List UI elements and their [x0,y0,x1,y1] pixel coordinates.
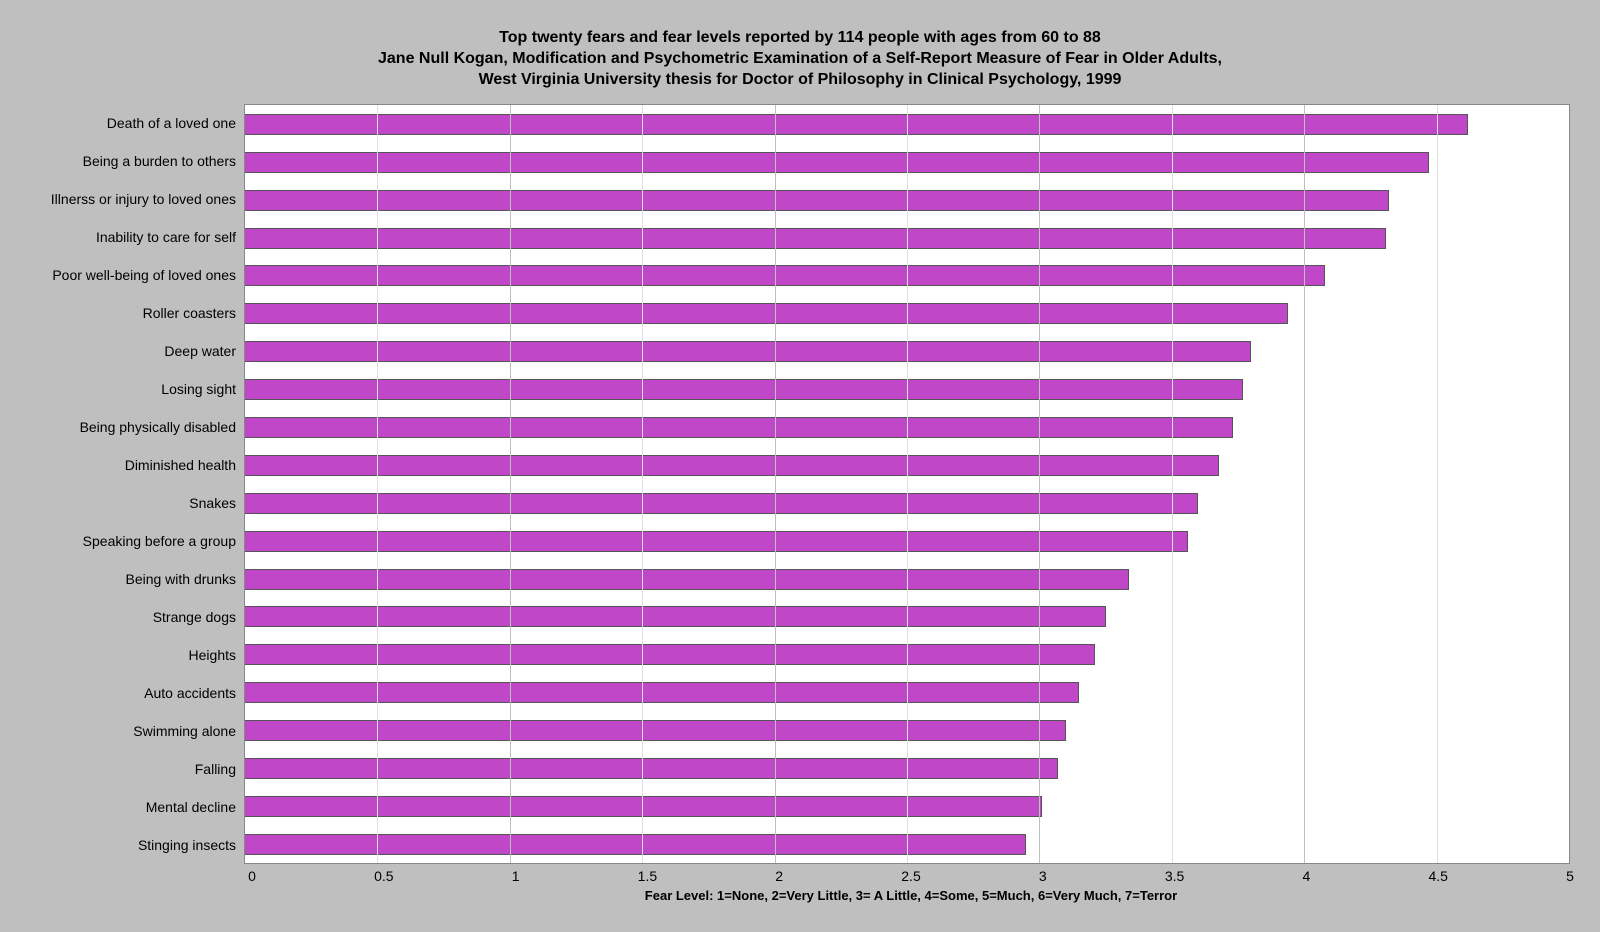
gridline [1172,105,1173,863]
bar [245,379,1243,400]
category-label: Inability to care for self [30,230,236,244]
chart-container: Top twenty fears and fear levels reporte… [0,0,1600,932]
chart-title-line: Jane Null Kogan, Modification and Psycho… [30,49,1570,70]
category-label: Auto accidents [30,686,236,700]
x-tick-label: 3 [1039,868,1047,884]
bar [245,720,1066,741]
chart-title-line: Top twenty fears and fear levels reporte… [30,28,1570,49]
bar [245,341,1251,362]
gridline [642,105,643,863]
x-axis-spacer [30,864,252,886]
bar [245,682,1079,703]
category-label: Deep water [30,344,236,358]
category-label: Death of a loved one [30,116,236,130]
chart-title-line: West Virginia University thesis for Doct… [30,70,1570,91]
bar [245,303,1288,324]
x-tick-label: 4 [1302,868,1310,884]
bar [245,114,1468,135]
bar [245,190,1389,211]
x-axis-row: 00.511.522.533.544.55 [30,864,1570,886]
category-label: Being with drunks [30,572,236,586]
category-label: Swimming alone [30,724,236,738]
bar [245,493,1198,514]
category-label: Losing sight [30,382,236,396]
gridline [510,105,511,863]
bar [245,796,1042,817]
category-label: Mental decline [30,800,236,814]
bar [245,606,1106,627]
category-label: Strange dogs [30,610,236,624]
x-axis-ticks: 00.511.522.533.544.55 [252,864,1570,886]
x-tick-label: 0 [248,868,256,884]
category-label: Diminished health [30,458,236,472]
gridline [377,105,378,863]
bar [245,531,1188,552]
category-label: Being physically disabled [30,420,236,434]
gridline [1039,105,1040,863]
bar [245,152,1429,173]
x-tick-label: 1 [512,868,520,884]
gridline [1304,105,1305,863]
category-label: Falling [30,762,236,776]
bar [245,417,1233,438]
bar [245,758,1058,779]
gridline [1437,105,1438,863]
category-label: Illnerss or injury to loved ones [30,192,236,206]
category-label: Roller coasters [30,306,236,320]
x-tick-label: 4.5 [1428,868,1447,884]
x-tick-label: 1.5 [638,868,657,884]
category-label: Snakes [30,496,236,510]
x-tick-label: 5 [1566,868,1574,884]
bar [245,834,1026,855]
x-tick-label: 0.5 [374,868,393,884]
y-axis-labels: Death of a loved one Being a burden to ot… [30,104,244,864]
bar [245,265,1325,286]
chart-title: Top twenty fears and fear levels reporte… [30,28,1570,90]
category-label: Being a burden to others [30,154,236,168]
gridline [907,105,908,863]
category-label: Stinging insects [30,838,236,852]
x-tick-label: 2 [775,868,783,884]
bar [245,644,1095,665]
plot-row: Death of a loved one Being a burden to ot… [30,104,1570,864]
category-label: Poor well-being of loved ones [30,268,236,282]
x-axis-title: Fear Level: 1=None, 2=Very Little, 3= A … [252,888,1570,903]
x-tick-label: 2.5 [901,868,920,884]
gridline [775,105,776,863]
category-label: Speaking before a group [30,534,236,548]
plot-area [244,104,1570,864]
category-label: Heights [30,648,236,662]
bar [245,455,1219,476]
x-tick-label: 3.5 [1165,868,1184,884]
bar [245,228,1386,249]
